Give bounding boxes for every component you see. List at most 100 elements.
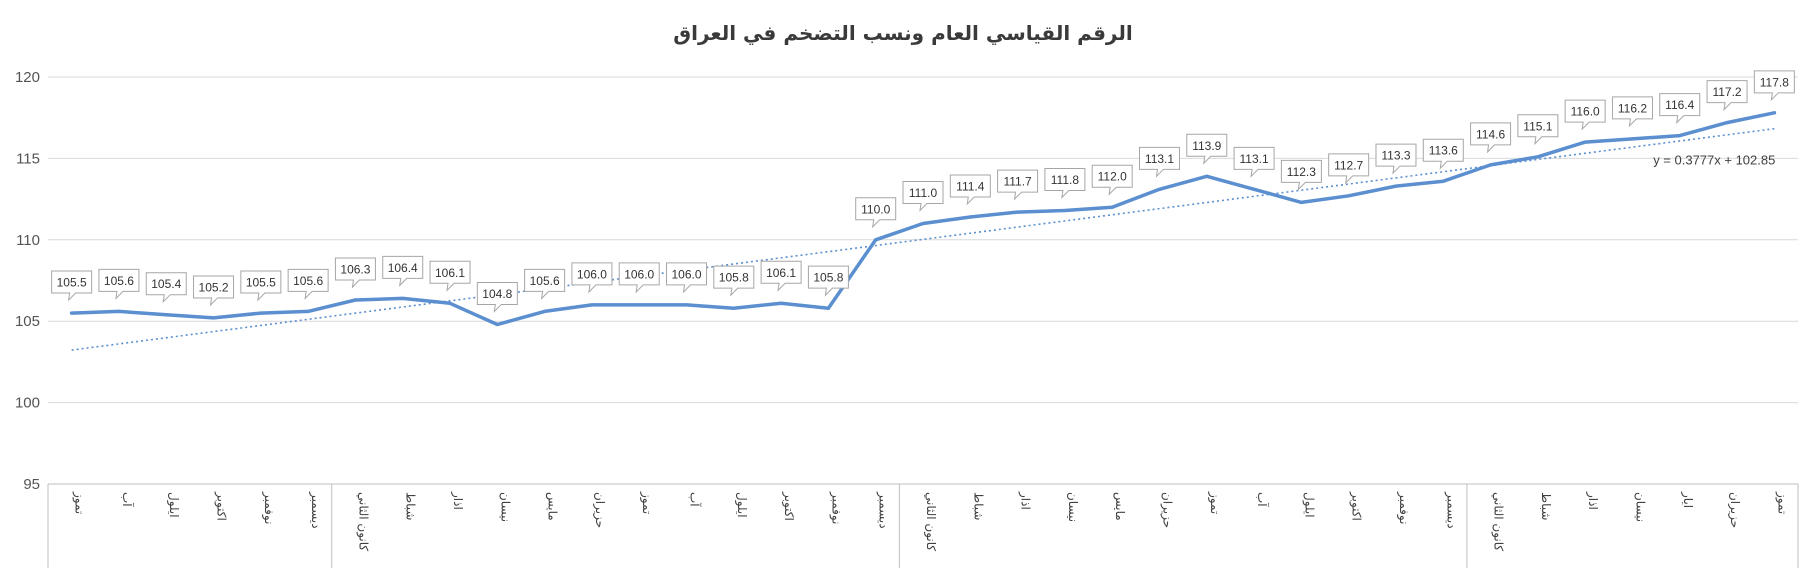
x-tick-label: نيسان: [498, 492, 512, 522]
data-label: 111.0: [902, 181, 944, 212]
data-point: [732, 306, 736, 310]
data-label-box: [1328, 153, 1370, 185]
data-label-box: [1659, 93, 1701, 125]
data-label-text: 111.4: [956, 180, 985, 194]
data-label: 113.1: [1233, 146, 1275, 178]
data-point: [1488, 163, 1493, 167]
x-tick-label: كانون الثاني: [923, 492, 938, 551]
data-label-text: 106.4: [388, 261, 418, 275]
x-tick-label: كانون الثاني: [355, 492, 370, 551]
data-label: 112.7: [1328, 153, 1370, 185]
data-label: 105.6: [287, 268, 329, 300]
data-label-box: [193, 275, 235, 307]
data-label: 104.8: [476, 281, 518, 313]
data-point: [1157, 187, 1162, 191]
data-label: 105.8: [713, 265, 755, 297]
y-axis: 95 100 105 110 115 120: [15, 69, 40, 493]
data-label: 106.1: [760, 260, 802, 292]
data-label-box: [1611, 96, 1653, 128]
data-label-text: 106.0: [577, 267, 607, 281]
x-tick-label: آب: [120, 492, 135, 507]
data-label-text: 106.1: [435, 266, 465, 280]
x-tick-label: شباط: [971, 492, 985, 520]
data-label-text: 105.5: [57, 276, 87, 290]
data-label-box: [1186, 133, 1228, 165]
data-label: 117.2: [1706, 80, 1748, 111]
data-label-text: 106.0: [671, 267, 701, 281]
x-tick-label: حزيران: [1727, 492, 1742, 528]
data-label-box: [1422, 138, 1464, 170]
data-point: [874, 238, 878, 242]
data-label-text: 111.0: [909, 186, 938, 200]
data-label: 116.2: [1611, 96, 1653, 128]
data-point: [1725, 120, 1729, 125]
data-label-box: [1564, 99, 1606, 131]
data-label-text: 114.6: [1476, 127, 1505, 141]
data-point: [117, 309, 121, 314]
data-label-box: [1280, 159, 1322, 191]
data-label-box: [1470, 122, 1512, 154]
data-label-text: 117.8: [1760, 75, 1789, 89]
y-tick-label: 110: [16, 232, 40, 249]
data-point: [164, 313, 168, 317]
data-label: 113.3: [1375, 143, 1417, 175]
data-label: 106.0: [666, 262, 708, 294]
data-point: [211, 316, 216, 320]
data-label-text: 113.3: [1381, 149, 1410, 163]
x-tick-label: اكتوبر: [781, 491, 796, 521]
data-label-text: 112.0: [1098, 170, 1127, 184]
x-tick-label: ايلول: [734, 492, 749, 518]
data-label-text: 111.8: [1051, 173, 1080, 187]
x-tick-label: ايلول: [166, 492, 181, 518]
x-tick-label: نيسان: [1633, 492, 1647, 522]
y-tick-label: 120: [15, 69, 40, 86]
data-labels: 105.5 105.6 105.4 105.2 105.5 105.6 106.3 106.4…: [51, 70, 1795, 313]
data-point: [448, 301, 452, 305]
data-label-text: 105.2: [199, 280, 229, 294]
x-tick-label: نيسان: [1066, 492, 1080, 522]
data-label-text: 115.1: [1523, 119, 1552, 133]
x-tick-label: آب: [688, 492, 703, 507]
data-point: [779, 301, 783, 305]
data-point: [684, 303, 689, 307]
x-tick-label: ديسمبر: [876, 491, 891, 529]
data-label: 113.1: [1138, 146, 1180, 178]
data-label-text: 113.6: [1429, 144, 1458, 158]
data-label: 105.6: [98, 268, 140, 300]
data-point: [259, 311, 263, 315]
data-point: [1252, 187, 1256, 191]
x-tick-label: شباط: [1539, 492, 1553, 520]
x-tick-label: نوفمبر: [828, 491, 843, 524]
data-label: 115.1: [1517, 114, 1559, 146]
data-label: 117.8: [1753, 70, 1795, 102]
data-point: [968, 215, 972, 219]
data-label: 105.6: [524, 268, 566, 300]
data-label: 106.3: [334, 257, 376, 289]
data-label-box: [1091, 164, 1133, 196]
data-point: [1110, 205, 1114, 209]
x-tick-label: ديسمبر: [308, 491, 323, 529]
data-label-box: [287, 268, 329, 300]
data-label-box: [949, 174, 991, 206]
data-label-text: 105.5: [246, 276, 276, 290]
data-label-box: [618, 262, 660, 294]
chart-title: الرقم القياسي العام ونسب التضخم في العرا…: [673, 21, 1132, 46]
data-label-box: [855, 197, 897, 229]
data-label-text: 110.0: [861, 202, 890, 216]
data-label-text: 116.4: [1665, 98, 1694, 112]
x-tick-label: نوفمبر: [1396, 491, 1411, 524]
x-tick-label: نوفمبر: [261, 491, 276, 524]
data-label-text: 105.6: [530, 274, 560, 288]
y-tick-label: 95: [23, 476, 40, 493]
data-point: [1015, 210, 1020, 214]
x-tick-label: اذار: [1585, 491, 1600, 510]
data-label-box: [760, 260, 802, 292]
x-tick-label: تموز: [639, 491, 654, 514]
x-tick-label: ايلول: [1301, 492, 1316, 518]
data-point: [637, 303, 641, 307]
x-tick-label: حزيران: [592, 492, 607, 528]
data-point: [401, 296, 405, 301]
data-point: [1630, 137, 1635, 141]
data-label: 105.5: [51, 270, 93, 302]
data-point: [1678, 134, 1682, 138]
